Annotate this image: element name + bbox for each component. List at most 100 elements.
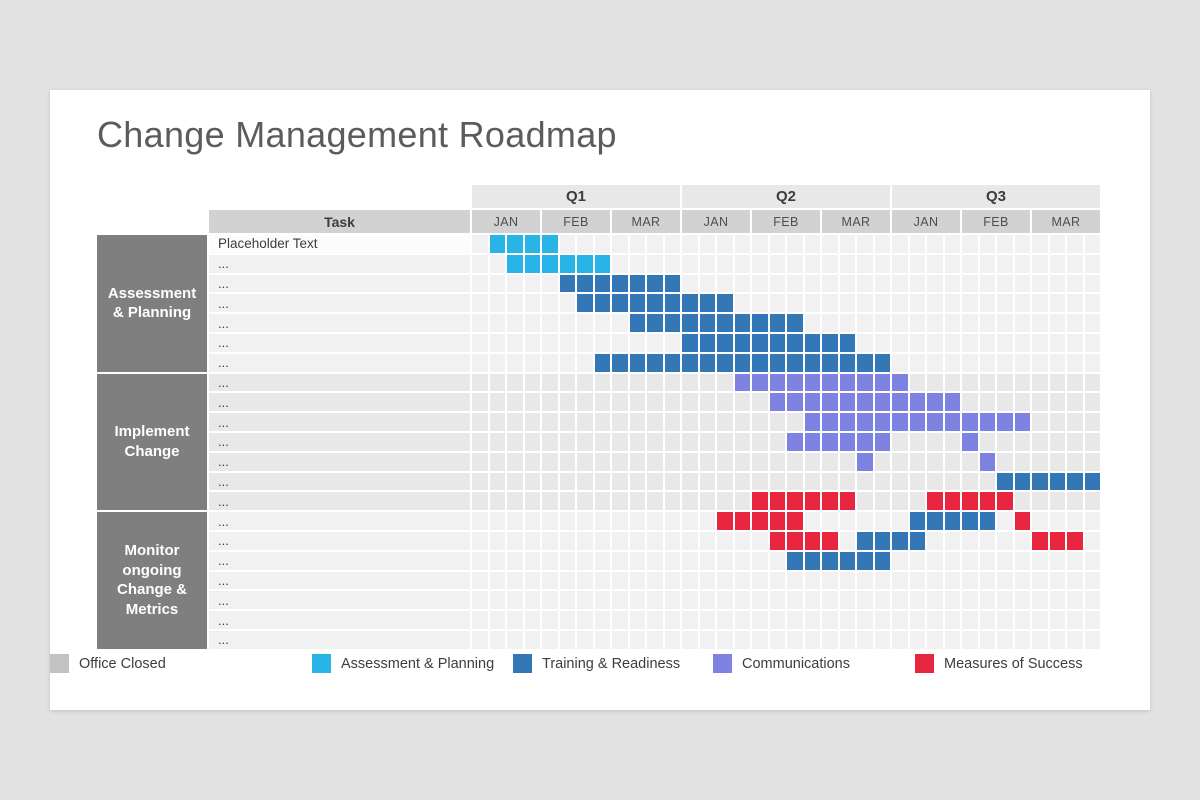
week-cell <box>1084 611 1100 629</box>
gantt-cell-assessment <box>507 235 523 253</box>
week-cell <box>787 235 803 253</box>
week-cell <box>979 235 995 253</box>
gantt-cell-success <box>1067 531 1083 550</box>
week-cell <box>874 254 890 273</box>
gantt-cell-success <box>944 492 960 511</box>
week-cell <box>664 373 680 392</box>
week-cell <box>699 274 715 293</box>
week-cell <box>699 432 715 451</box>
week-cell <box>647 472 663 491</box>
week-cell <box>892 452 908 471</box>
week-cell <box>857 472 873 491</box>
week-cell <box>1084 452 1100 471</box>
gantt-cell-communications <box>874 373 890 392</box>
week-cell <box>962 472 978 491</box>
week-cell <box>629 531 645 550</box>
gantt-cell-communications <box>857 452 873 471</box>
week-cell <box>1014 571 1030 590</box>
week-cell <box>927 571 943 590</box>
task-cell: ... <box>209 432 470 451</box>
week-cell <box>909 432 925 451</box>
week-cell <box>1049 611 1065 629</box>
gantt-cell-communications <box>839 413 855 431</box>
week-cell <box>559 630 575 649</box>
week-cell <box>787 591 803 610</box>
week-cell <box>997 512 1013 530</box>
week-cell <box>892 551 908 570</box>
gantt-cell-training <box>822 551 838 570</box>
week-cell <box>1067 254 1083 273</box>
week-cell <box>594 393 610 412</box>
week-cell <box>1067 452 1083 471</box>
week-cell <box>892 630 908 649</box>
week-cell <box>647 492 663 511</box>
week-cell <box>647 254 663 273</box>
week-cell <box>962 452 978 471</box>
gantt-cell-success <box>804 531 820 550</box>
gantt-cell-training <box>699 314 715 332</box>
week-cell <box>559 333 575 352</box>
gantt-cell-training <box>752 333 768 352</box>
week-cell <box>1049 630 1065 649</box>
week-cell <box>647 611 663 629</box>
week-cell <box>577 492 593 511</box>
week-cell <box>629 413 645 431</box>
week-cell <box>682 611 698 629</box>
week-cell <box>909 591 925 610</box>
week-cell <box>507 571 523 590</box>
legend-swatch-communications <box>713 654 732 673</box>
week-cell <box>857 314 873 332</box>
week-cell <box>472 472 488 491</box>
week-cell <box>577 551 593 570</box>
week-cell <box>734 235 750 253</box>
week-cell <box>787 274 803 293</box>
week-cell <box>612 393 628 412</box>
gantt-cell-training <box>752 353 768 372</box>
gantt-cell-communications <box>822 432 838 451</box>
week-cell <box>1014 314 1030 332</box>
week-cell <box>682 254 698 273</box>
week-cell <box>647 591 663 610</box>
week-cell <box>507 551 523 570</box>
week-cell <box>979 531 995 550</box>
week-cell <box>629 432 645 451</box>
gantt-cell-success <box>822 531 838 550</box>
gantt-cell-success <box>769 492 785 511</box>
week-cell <box>612 571 628 590</box>
week-cell <box>909 551 925 570</box>
gantt-cell-training <box>892 531 908 550</box>
week-cell <box>699 551 715 570</box>
week-cell <box>944 571 960 590</box>
week-cell <box>682 531 698 550</box>
week-cell <box>489 314 505 332</box>
week-cell <box>839 294 855 313</box>
week-cell <box>1067 611 1083 629</box>
gantt-cell-success <box>717 512 733 530</box>
week-cell <box>507 393 523 412</box>
week-cell <box>524 393 540 412</box>
week-cell <box>979 591 995 610</box>
week-cell <box>979 551 995 570</box>
week-cell <box>1084 235 1100 253</box>
month-header: JAN <box>682 210 750 233</box>
gantt-cell-training <box>647 294 663 313</box>
week-cell <box>822 591 838 610</box>
week-cell <box>699 630 715 649</box>
week-cell <box>979 333 995 352</box>
week-cell <box>664 611 680 629</box>
gantt-cell-communications <box>979 413 995 431</box>
week-cell <box>944 254 960 273</box>
week-cell <box>769 274 785 293</box>
week-cell <box>629 611 645 629</box>
gantt-cell-training <box>699 294 715 313</box>
gantt-cell-success <box>752 512 768 530</box>
gantt-cell-training <box>612 294 628 313</box>
week-cell <box>1067 333 1083 352</box>
week-cell <box>524 531 540 550</box>
week-cell <box>542 492 558 511</box>
week-cell <box>979 353 995 372</box>
week-cell <box>664 630 680 649</box>
week-cell <box>857 571 873 590</box>
week-cell <box>944 452 960 471</box>
week-cell <box>489 333 505 352</box>
